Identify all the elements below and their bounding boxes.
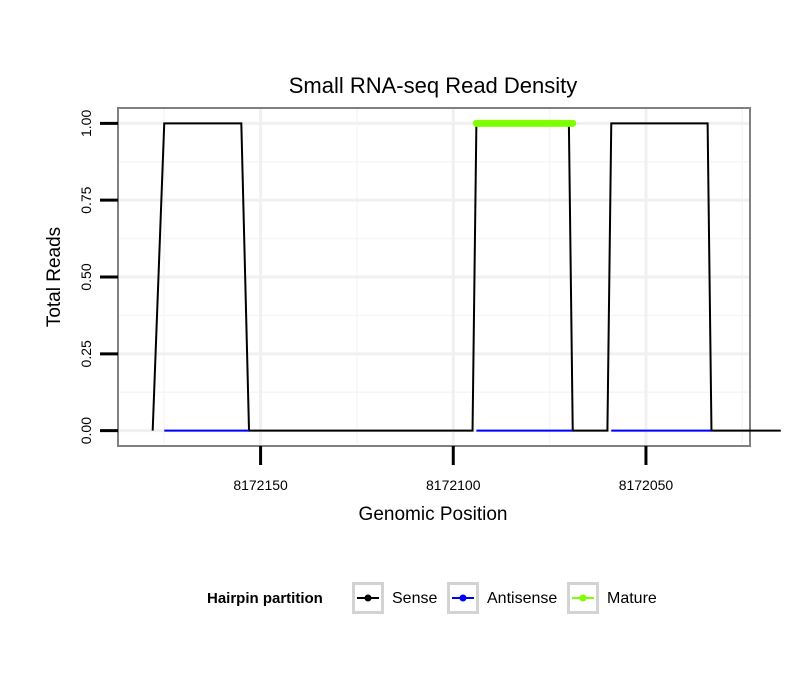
legend: Hairpin partition Sense Antisense Mature <box>207 582 657 614</box>
y-axis-title: Total Reads <box>44 227 65 327</box>
y-tick-label: 0.75 <box>78 186 94 213</box>
x-tick-label: 8172150 <box>233 477 288 493</box>
y-tick-label: 1.00 <box>78 110 94 137</box>
legend-key-point <box>579 594 587 602</box>
y-axis: 0.00 0.25 0.50 0.75 1.00 <box>78 110 118 444</box>
x-axis: 8172150 8172100 8172050 <box>233 446 673 493</box>
legend-label: Antisense <box>487 590 557 607</box>
chart-title: Small RNA-seq Read Density <box>289 73 578 98</box>
y-tick-label: 0.00 <box>78 417 94 444</box>
legend-key-point <box>459 594 467 602</box>
legend-title: Hairpin partition <box>207 590 323 607</box>
legend-label: Mature <box>607 590 657 607</box>
x-tick-label: 8172050 <box>619 477 674 493</box>
legend-key-point <box>364 594 372 602</box>
x-tick-label: 8172100 <box>426 477 481 493</box>
x-axis-title: Genomic Position <box>359 504 508 525</box>
legend-item-mature: Mature <box>567 582 657 614</box>
y-tick-label: 0.50 <box>78 263 94 290</box>
gridlines <box>118 108 750 446</box>
legend-item-antisense: Antisense <box>447 582 557 614</box>
legend-label: Sense <box>392 590 437 607</box>
y-tick-label: 0.25 <box>78 340 94 367</box>
series-layer <box>151 119 781 432</box>
legend-item-sense: Sense <box>352 582 437 614</box>
